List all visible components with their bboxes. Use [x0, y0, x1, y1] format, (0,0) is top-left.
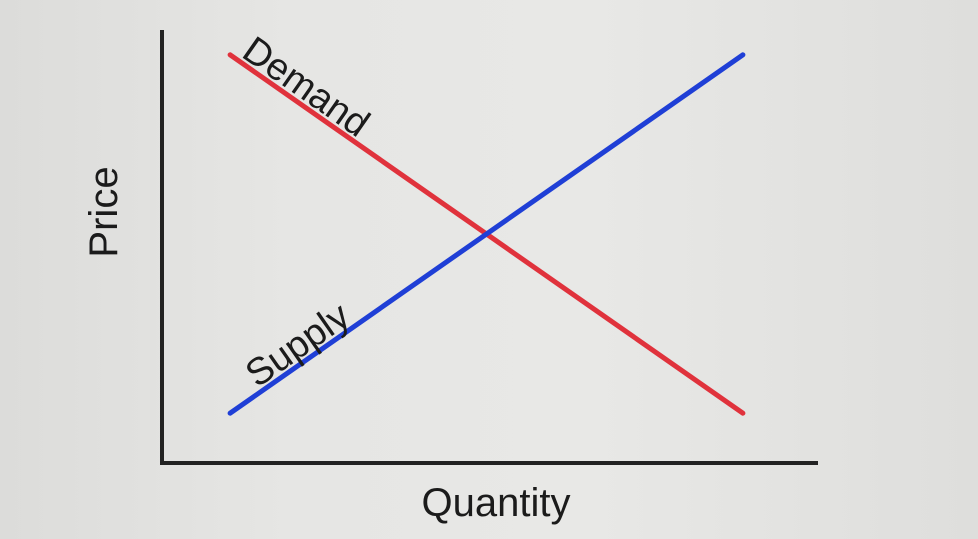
y-axis-title: Price: [82, 166, 126, 257]
supply-label: Supply: [238, 295, 357, 396]
series-layer: [227, 52, 746, 416]
curve-label-layer: Demand Supply: [235, 29, 377, 396]
x-axis-title: Quantity: [422, 481, 571, 525]
demand-label: Demand: [235, 29, 377, 146]
supply-curve: [227, 52, 746, 416]
